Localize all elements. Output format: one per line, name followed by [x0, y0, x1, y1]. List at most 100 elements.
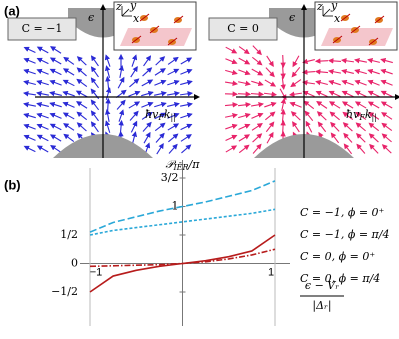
- field-arrow: [303, 72, 315, 73]
- field-arrow: [50, 103, 61, 107]
- field-arrow: [342, 71, 354, 74]
- field-arrow: [155, 123, 164, 130]
- inset-axis-label: y: [330, 0, 338, 12]
- field-arrow: [239, 125, 250, 130]
- field-arrow: [24, 136, 35, 141]
- legend-entry: C = −1, ϕ = π/4: [300, 228, 389, 241]
- field-arrow: [225, 104, 237, 105]
- field-arrow: [283, 121, 284, 133]
- field-arrow: [304, 101, 313, 108]
- field-arrow: [50, 81, 61, 85]
- field-arrow: [265, 112, 274, 120]
- field-arrow: [370, 145, 378, 154]
- panel-label: (b): [4, 177, 21, 192]
- field-arrow: [51, 124, 62, 130]
- field-arrow: [129, 102, 139, 108]
- field-arrow: [252, 57, 261, 64]
- field-arrow: [342, 60, 354, 62]
- field-arrow: [370, 134, 379, 142]
- field-arrow: [63, 92, 74, 96]
- field-arrow: [381, 59, 393, 62]
- energy-label: ϵ: [289, 11, 295, 24]
- field-arrow: [37, 114, 48, 118]
- legend-entry: C = 0, ϕ = 0⁺: [300, 250, 375, 263]
- field-arrow: [24, 125, 35, 129]
- field-arrow: [78, 123, 87, 131]
- field-arrow: [252, 124, 262, 131]
- field-arrow: [368, 60, 380, 63]
- field-arrow: [106, 121, 110, 132]
- y-tick-label: 1: [172, 200, 179, 213]
- field-arrow: [382, 102, 392, 108]
- field-arrow: [38, 146, 48, 152]
- field-arrow: [317, 102, 327, 109]
- field-arrow: [225, 82, 237, 84]
- field-arrow: [168, 134, 177, 142]
- field-arrow: [92, 122, 99, 132]
- field-arrow: [356, 123, 365, 131]
- field-arrow: [181, 135, 191, 142]
- field-arrow: [156, 134, 164, 143]
- field-arrow: [38, 58, 49, 63]
- field-arrow: [280, 89, 286, 99]
- field-arrow: [382, 134, 391, 142]
- field-arrow: [91, 78, 98, 88]
- axis-head: [100, 4, 106, 10]
- field-arrow: [251, 94, 263, 95]
- field-arrow: [226, 47, 237, 53]
- field-arrow: [142, 80, 152, 86]
- field-arrow: [120, 66, 122, 78]
- field-arrow: [344, 134, 352, 143]
- field-arrow: [64, 58, 74, 65]
- field-arrow: [107, 110, 109, 122]
- field-arrow: [357, 144, 365, 153]
- field-arrow: [107, 77, 108, 89]
- field-arrow: [108, 99, 109, 111]
- field-arrow: [25, 146, 36, 151]
- field-arrow: [180, 93, 192, 95]
- inset-axis-label: x: [133, 12, 140, 25]
- momentum-label: ħvFk||: [346, 108, 377, 122]
- field-arrow: [181, 58, 191, 64]
- field-arrow: [329, 71, 341, 73]
- field-arrow: [24, 114, 36, 117]
- field-arrow: [290, 103, 301, 107]
- field-arrow: [283, 55, 284, 67]
- field-arrow: [106, 55, 110, 66]
- field-arrow: [91, 111, 98, 121]
- field-arrow: [282, 77, 283, 89]
- field-arrow: [77, 68, 86, 76]
- field-arrow: [50, 93, 62, 96]
- y-tick-label: 3/2: [161, 171, 179, 184]
- axis-head: [395, 94, 399, 100]
- field-arrow: [343, 91, 354, 96]
- field-arrow: [305, 111, 312, 120]
- x-tick-label: −1: [90, 266, 103, 278]
- field-arrow: [329, 61, 341, 62]
- field-arrow: [181, 124, 192, 129]
- field-arrow: [180, 114, 191, 118]
- field-arrow: [154, 103, 165, 106]
- field-arrow: [292, 112, 301, 120]
- field-arrow: [282, 110, 283, 122]
- field-arrow: [253, 144, 261, 153]
- field-arrow: [317, 92, 328, 97]
- field-arrow: [383, 145, 392, 153]
- field-arrow: [303, 92, 314, 97]
- field-arrow: [37, 104, 49, 107]
- field-arrow: [382, 113, 392, 120]
- field-arrow: [92, 56, 99, 66]
- field-arrow: [37, 81, 48, 85]
- text-part: ||: [372, 113, 377, 122]
- field-arrow: [226, 146, 236, 152]
- field-arrow: [344, 123, 353, 131]
- field-arrow: [168, 124, 178, 130]
- field-arrow: [252, 69, 262, 75]
- field-arrow: [64, 124, 74, 131]
- text-part: ||: [171, 113, 176, 122]
- field-arrow: [283, 66, 284, 78]
- field-arrow: [38, 47, 49, 53]
- field-arrow: [316, 61, 328, 62]
- field-arrow: [267, 133, 273, 143]
